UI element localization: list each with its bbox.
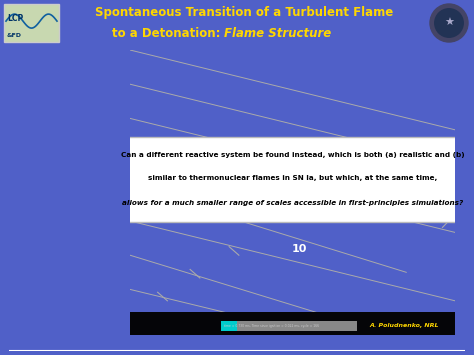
Text: Flame Structure: Flame Structure: [225, 27, 332, 40]
Text: similar to thermonuclear flames in SN Ia, but which, at the same time,: similar to thermonuclear flames in SN Ia…: [148, 175, 437, 181]
Polygon shape: [211, 141, 292, 187]
Text: to a Detonation:: to a Detonation:: [112, 27, 225, 40]
FancyBboxPatch shape: [130, 312, 455, 335]
Text: ★: ★: [444, 18, 454, 28]
FancyBboxPatch shape: [122, 137, 463, 223]
Text: allows for a much smaller range of scales accessible in first-principles simulat: allows for a much smaller range of scale…: [122, 200, 463, 206]
FancyBboxPatch shape: [4, 4, 59, 42]
FancyBboxPatch shape: [221, 321, 357, 331]
Text: A. Poludnenko, NRL: A. Poludnenko, NRL: [369, 323, 439, 328]
Text: Spontaneous Transition of a Turbulent Flame: Spontaneous Transition of a Turbulent Fl…: [95, 6, 393, 20]
Text: 10: 10: [292, 245, 307, 255]
Text: Can a different reactive system be found instead, which is both (a) realistic an: Can a different reactive system be found…: [121, 152, 465, 158]
Circle shape: [435, 9, 463, 37]
Circle shape: [430, 4, 468, 42]
FancyBboxPatch shape: [221, 321, 237, 331]
Text: LCP: LCP: [7, 14, 23, 23]
Polygon shape: [211, 187, 292, 215]
Text: &FD: &FD: [7, 33, 22, 38]
Text: time = 0.730 ms, Time since ignition = 0.022 ms, cycle = 166: time = 0.730 ms, Time since ignition = 0…: [224, 324, 319, 328]
